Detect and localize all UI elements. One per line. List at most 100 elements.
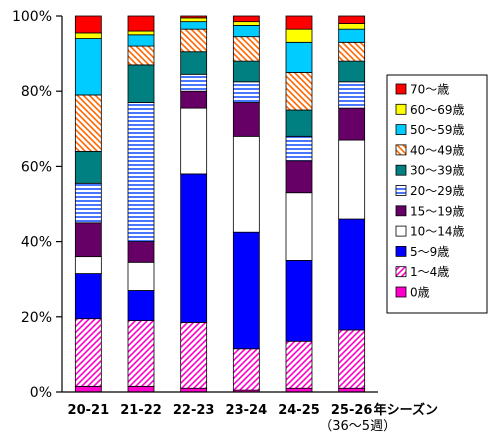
bar-stack-23-24: [232, 15, 260, 393]
x-category-label: 24-25: [278, 403, 320, 418]
x-category-label: 25-26: [331, 403, 373, 418]
legend-swatch: [395, 286, 407, 298]
legend-item: 5～9歳: [395, 245, 449, 259]
bar-segment: [285, 135, 313, 162]
bar-segment: [338, 218, 366, 331]
legend-swatch: [395, 164, 407, 176]
y-tick-label: 100%: [12, 9, 52, 25]
bar-segment: [127, 385, 155, 393]
bar-segment: [127, 290, 155, 321]
x-category-label: 23-24: [226, 403, 268, 418]
bar-stack-20-21: [74, 15, 102, 393]
bar-segment: [74, 15, 102, 34]
bar-segment: [338, 107, 366, 141]
bar-segment: [127, 241, 155, 263]
bar-segment: [285, 72, 313, 111]
y-tick-label: 20%: [21, 310, 52, 326]
bar-segment: [74, 38, 102, 96]
legend-swatch: [395, 205, 407, 217]
bar-segment: [127, 34, 155, 47]
bar-segment: [285, 160, 313, 194]
legend-item: 40～49歳: [395, 143, 465, 157]
bar-segment: [338, 81, 366, 109]
legend-label: 40～49歳: [410, 143, 465, 157]
bar-segment: [285, 109, 313, 137]
bar-stack-25-26: [338, 15, 366, 393]
bar-segment: [338, 15, 366, 24]
bar-segment: [127, 15, 155, 32]
bar-segment: [338, 23, 366, 30]
legend-label: 70～歳: [410, 83, 449, 97]
legend-label: 60～69歳: [410, 103, 465, 117]
bar-segment: [232, 60, 260, 83]
bar-segment: [74, 94, 102, 152]
bar-segment: [127, 64, 155, 103]
bar-segment: [285, 259, 313, 342]
x-category-label: 21-22: [120, 403, 162, 418]
legend-swatch: [395, 83, 407, 95]
bar-segment: [232, 15, 260, 23]
bar-segment: [338, 329, 366, 389]
bar-segment: [338, 41, 366, 62]
bar-segment: [232, 36, 260, 62]
bar-segment: [285, 15, 313, 30]
bar-segment: [338, 28, 366, 43]
legend-label: 0歳: [410, 286, 430, 300]
bar-segment: [180, 17, 208, 23]
bar-segment: [338, 139, 366, 220]
bar-segment: [74, 318, 102, 387]
bar-segment: [180, 15, 208, 19]
legend-label: 50～59歳: [410, 123, 465, 137]
bar-segment: [180, 21, 208, 30]
legend-swatch: [395, 124, 407, 135]
bar-segment: [180, 51, 208, 75]
bar-segment: [74, 32, 102, 39]
bar-segment: [285, 41, 313, 73]
y-tick-label: 80%: [21, 84, 52, 100]
x-category-label: 22-23: [173, 403, 215, 418]
legend-swatch: [395, 266, 407, 278]
x-category-sublabel: （36～5週）: [319, 419, 396, 434]
bar-segment: [127, 320, 155, 387]
legend-swatch: [395, 185, 407, 196]
legend-label: 5～9歳: [410, 245, 449, 259]
bar-segment: [232, 21, 260, 26]
bar-segment: [180, 322, 208, 389]
x-category-label: 20-21: [68, 403, 110, 418]
legend-item: 60～69歳: [395, 103, 465, 117]
legend-label: 20～29歳: [410, 184, 465, 198]
y-axis: 0% 20% 40% 60% 80% 100%: [12, 9, 63, 401]
bar-stack-24-25: [285, 15, 313, 393]
bar-segment: [338, 60, 366, 83]
bar-segment: [285, 192, 313, 261]
bar-segment: [127, 30, 155, 36]
legend-label: 15～19歳: [410, 204, 465, 218]
legend-swatch: [395, 144, 407, 156]
bar-segment: [232, 231, 260, 350]
bar-segment: [74, 182, 102, 224]
bar-segment: [74, 222, 102, 258]
bars: [74, 15, 366, 393]
legend-item: 20～29歳: [395, 184, 465, 198]
bar-segment: [232, 24, 260, 38]
bar-segment: [180, 28, 208, 53]
bar-segment: [232, 348, 260, 391]
legend-label: 10～14歳: [410, 225, 465, 239]
legend-item: 1～4歳: [395, 265, 449, 279]
legend-label: 30～39歳: [410, 164, 465, 178]
legend: 70～歳 60～69歳 50～59歳 40～49歳 30～39歳 20～29歳 15～19歳…: [386, 74, 488, 314]
legend-item: 30～39歳: [395, 164, 465, 178]
y-tick-label: 60%: [21, 159, 52, 175]
bar-segment: [232, 135, 260, 233]
legend-item: 50～59歳: [395, 123, 465, 137]
x-axis: 年シーズン 20-21 21-22 22-23 23-24 24-25 25-26（36～…: [62, 391, 438, 434]
legend-item: 70～歳: [395, 83, 449, 97]
bar-segment: [180, 173, 208, 323]
legend-label: 1～4歳: [410, 265, 449, 279]
bar-segment: [74, 150, 102, 184]
bar-segment: [285, 340, 313, 389]
legend-item: 10～14歳: [395, 225, 465, 239]
bar-segment: [180, 107, 208, 175]
legend-item: 0歳: [395, 286, 430, 300]
bar-stack-21-22: [127, 15, 155, 393]
